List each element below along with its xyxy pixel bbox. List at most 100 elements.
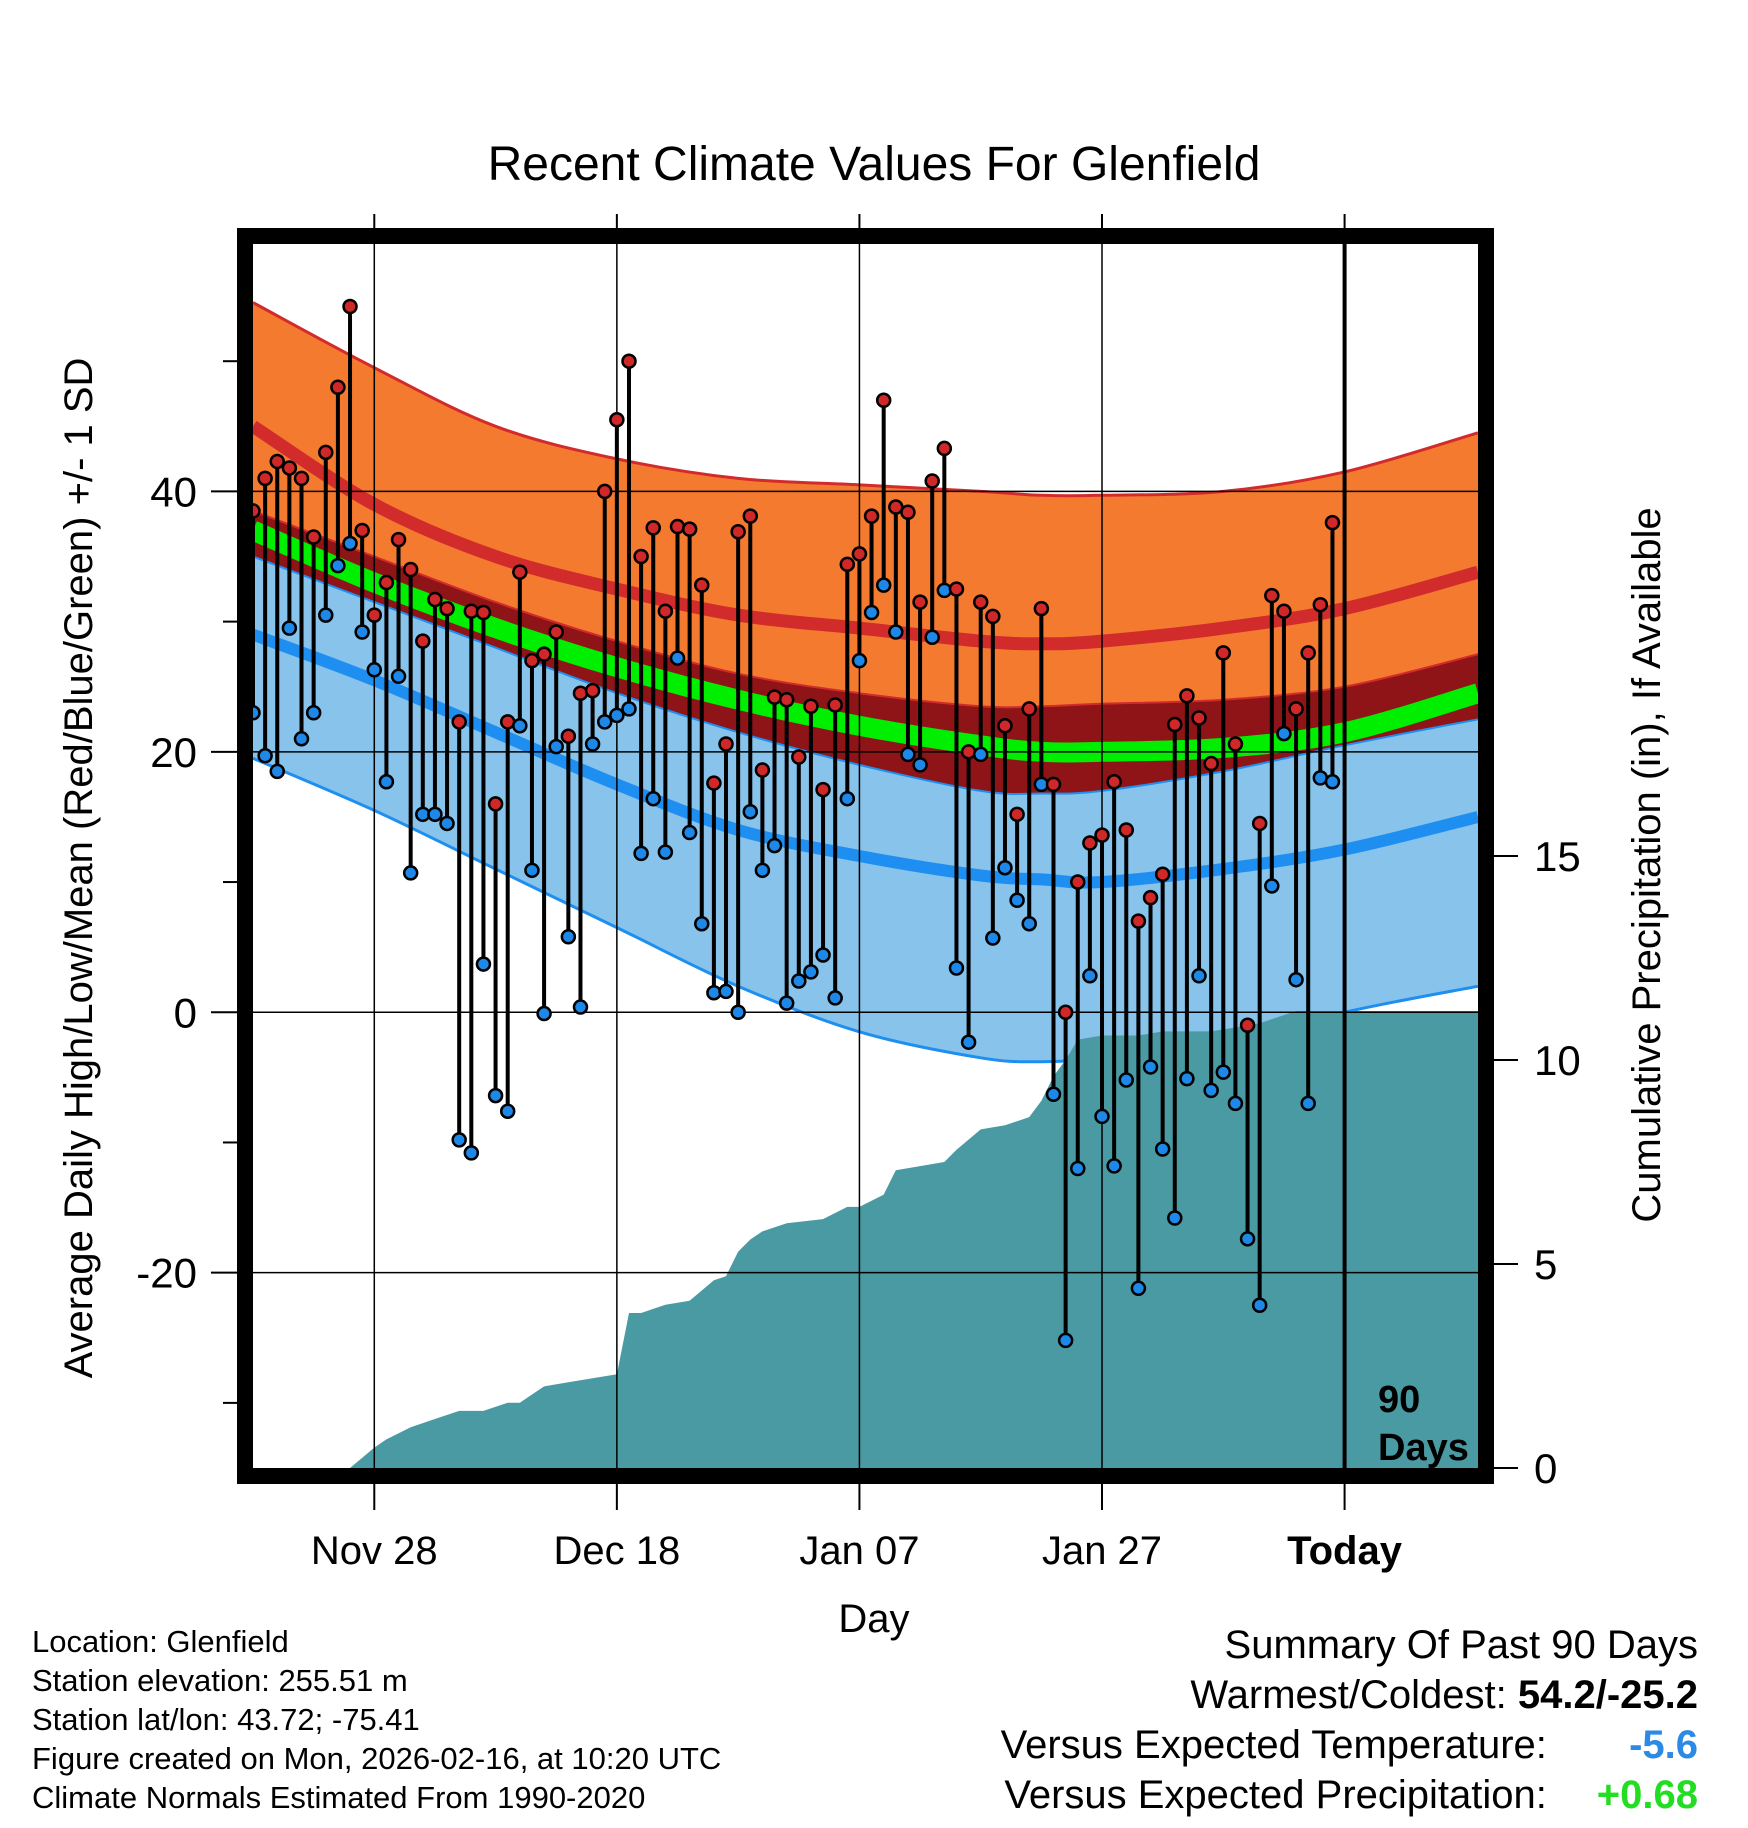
low-temp-point: [366, 662, 383, 678]
low-temp-point: [293, 731, 310, 747]
low-temp-point: [730, 1004, 746, 1021]
low-temp-point: [1118, 1072, 1135, 1088]
high-temp-point: [742, 508, 759, 524]
chart-title: Recent Climate Values For Glenfield: [488, 138, 1261, 191]
high-temp-point: [1154, 866, 1171, 882]
low-temp-point: [997, 859, 1013, 876]
low-temp-point: [972, 746, 989, 763]
high-temp-point: [645, 520, 661, 536]
low-temp-point: [499, 1103, 516, 1119]
low-temp-point: [1082, 968, 1098, 984]
normal-mean-line: [253, 521, 1478, 763]
high-temp-point: [1021, 701, 1037, 717]
high-temp-point: [1324, 514, 1341, 531]
x-tick-label: Nov 28: [311, 1529, 438, 1573]
high-temp-point: [257, 470, 273, 487]
y-tick-label: 20: [150, 729, 197, 776]
high-temp-point: [621, 353, 637, 369]
high-temp-point: [1070, 874, 1086, 890]
low-temp-point: [1094, 1108, 1110, 1125]
high-temp-point: [1288, 701, 1304, 717]
high-temp-point: [596, 483, 613, 500]
low-temp-point: [305, 705, 322, 721]
high-temp-point: [366, 607, 383, 623]
x-tick-label: Jan 07: [799, 1529, 919, 1573]
low-temp-point: [1251, 1297, 1268, 1313]
high-temp-point: [900, 504, 916, 520]
low-temp-point: [1057, 1332, 1074, 1349]
high-temp-point: [1239, 1017, 1256, 1034]
low-temp-point: [1227, 1095, 1244, 1112]
high-temp-point: [427, 591, 443, 608]
low-temp-point: [402, 865, 419, 881]
high-temp-point: [657, 603, 674, 619]
low-temp-point: [536, 1005, 552, 1022]
normal-high-line: [253, 420, 1478, 651]
low-temp-point: [1021, 915, 1037, 932]
low-temp-point: [1154, 1141, 1171, 1157]
high-temp-point: [415, 633, 431, 649]
low-temp-point: [487, 1087, 504, 1104]
high-temp-point: [718, 736, 734, 752]
high-temp-point: [839, 556, 856, 573]
high-temp-point: [512, 564, 528, 580]
low-temp-point: [912, 757, 928, 773]
low-temp-point: [257, 747, 273, 764]
low-temp-point: [1300, 1095, 1316, 1112]
high-temp-point: [1033, 600, 1050, 617]
low-temp-point: [1130, 1280, 1147, 1297]
high-temp-point: [851, 546, 868, 562]
x-axis-label: Day: [838, 1597, 909, 1641]
high-temp-point: [1203, 755, 1219, 772]
low-temp-point: [1215, 1064, 1232, 1080]
low-temp-point: [900, 746, 916, 763]
low-temp-point: [584, 736, 601, 752]
low-temp-point: [815, 947, 831, 963]
y-tick-label: 0: [174, 989, 197, 1036]
high-temp-point: [863, 508, 880, 524]
high-temp-point: [1130, 913, 1147, 929]
high-temp-point: [305, 529, 322, 545]
low-temp-point: [778, 995, 795, 1011]
low-temp-point: [451, 1132, 467, 1148]
low-temp-point: [390, 668, 407, 685]
low-temp-point: [342, 535, 358, 552]
high-temp-point: [791, 749, 807, 765]
high-temp-point: [451, 714, 467, 730]
low-temp-point: [633, 845, 649, 862]
low-temp-point: [754, 862, 771, 879]
station-info: Location: Glenfield Station elevation: 2…: [32, 1622, 721, 1817]
low-temp-point: [888, 624, 904, 640]
low-temp-point: [960, 1034, 977, 1050]
high-temp-point: [924, 473, 940, 489]
high-temp-point: [936, 440, 953, 457]
station-location: Location: Glenfield: [32, 1624, 289, 1659]
high-temp-point: [827, 697, 843, 713]
x-tick-label: Today: [1287, 1529, 1403, 1573]
low-temp-point: [621, 701, 637, 717]
high-temp-point: [330, 379, 346, 395]
high-sd-band: [253, 302, 1478, 708]
high-temp-point: [1276, 603, 1292, 619]
figure-created: Figure created on Mon, 2026-02-16, at 10…: [32, 1741, 722, 1776]
y2-tick-label: 15: [1534, 833, 1581, 880]
y-tick-label: 40: [150, 468, 197, 515]
high-temp-point: [766, 689, 783, 705]
low-temp-point: [1009, 892, 1025, 909]
high-temp-point: [1142, 889, 1159, 906]
summary-title: Summary Of Past 90 Days: [1224, 1623, 1698, 1667]
high-temp-point: [1227, 736, 1244, 752]
high-temp-point: [754, 762, 771, 778]
precip-area-fill: [253, 1011, 1478, 1468]
high-temp-point: [1106, 774, 1122, 790]
high-temp-point: [633, 548, 649, 565]
low-temp-point: [1324, 774, 1341, 790]
plot-frame: [237, 228, 1494, 1484]
low-temp-point: [596, 714, 613, 730]
low-temp-point: [1106, 1158, 1122, 1174]
low-temp-point: [439, 815, 455, 832]
daily-bars: [253, 306, 1335, 1341]
low-temp-point: [1239, 1231, 1256, 1247]
high-temp-point: [778, 691, 795, 708]
